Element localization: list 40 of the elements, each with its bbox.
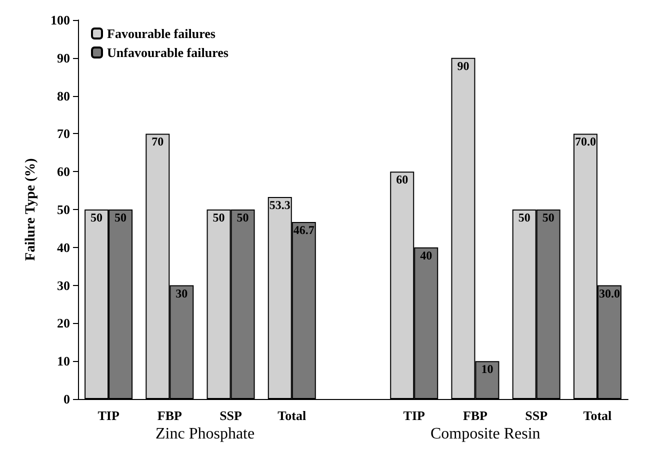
data-label: 53.3 [269, 198, 290, 212]
text: Composite Resin [430, 426, 540, 442]
data-label: 50 [90, 210, 103, 224]
y-tick-label: 50 [57, 202, 70, 217]
data-label: 50 [114, 210, 127, 224]
data-label: 50 [518, 210, 530, 224]
data-label: 50 [542, 210, 554, 224]
x-tick-label: FBP [157, 408, 182, 423]
data-label: 70.0 [574, 134, 596, 149]
x-tick-label: SSP [525, 408, 548, 423]
y-tick-label: 100 [50, 12, 70, 28]
x-tick-label: TIP [98, 408, 120, 423]
x-tick-label: SSP [220, 408, 242, 423]
data-label: 50 [236, 210, 249, 224]
data-label: 40 [420, 248, 432, 262]
legend-label: Unfavourable failures [107, 45, 228, 60]
y-tick-label: 60 [57, 164, 70, 180]
data-label: 30 [176, 286, 188, 300]
x-tick-label: Total [583, 408, 612, 423]
data-label: 70 [152, 134, 164, 149]
data-label: 60 [396, 172, 408, 187]
y-tick-label: 20 [57, 316, 70, 331]
y-tick-label: 40 [57, 240, 70, 255]
x-tick-label: TIP [403, 408, 426, 423]
data-label: 10 [481, 362, 494, 376]
data-label: 46.7 [293, 223, 314, 238]
legend-label: Favourable failures [107, 26, 216, 41]
data-label: 30.0 [598, 286, 620, 300]
y-tick-label: 90 [57, 50, 70, 66]
y-tick-label: 10 [57, 354, 70, 369]
y-tick-label: 0 [64, 392, 70, 406]
x-tick-label: Total [278, 408, 306, 423]
y-tick-label: 80 [57, 88, 70, 104]
data-label: 90 [457, 58, 470, 73]
y-axis-title: Failure Type (%) [24, 158, 38, 261]
data-label: 50 [212, 210, 225, 224]
text: Zinc Phosphate [156, 426, 255, 442]
y-tick-label: 30 [57, 278, 70, 293]
y-tick-label: 70 [57, 126, 70, 142]
x-tick-label: FBP [462, 408, 488, 423]
